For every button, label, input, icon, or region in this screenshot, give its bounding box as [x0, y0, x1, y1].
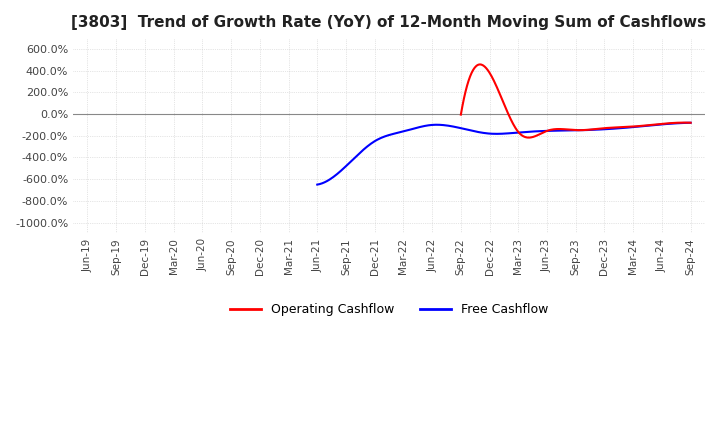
Title: [3803]  Trend of Growth Rate (YoY) of 12-Month Moving Sum of Cashflows: [3803] Trend of Growth Rate (YoY) of 12-…	[71, 15, 706, 30]
Legend: Operating Cashflow, Free Cashflow: Operating Cashflow, Free Cashflow	[225, 298, 553, 321]
